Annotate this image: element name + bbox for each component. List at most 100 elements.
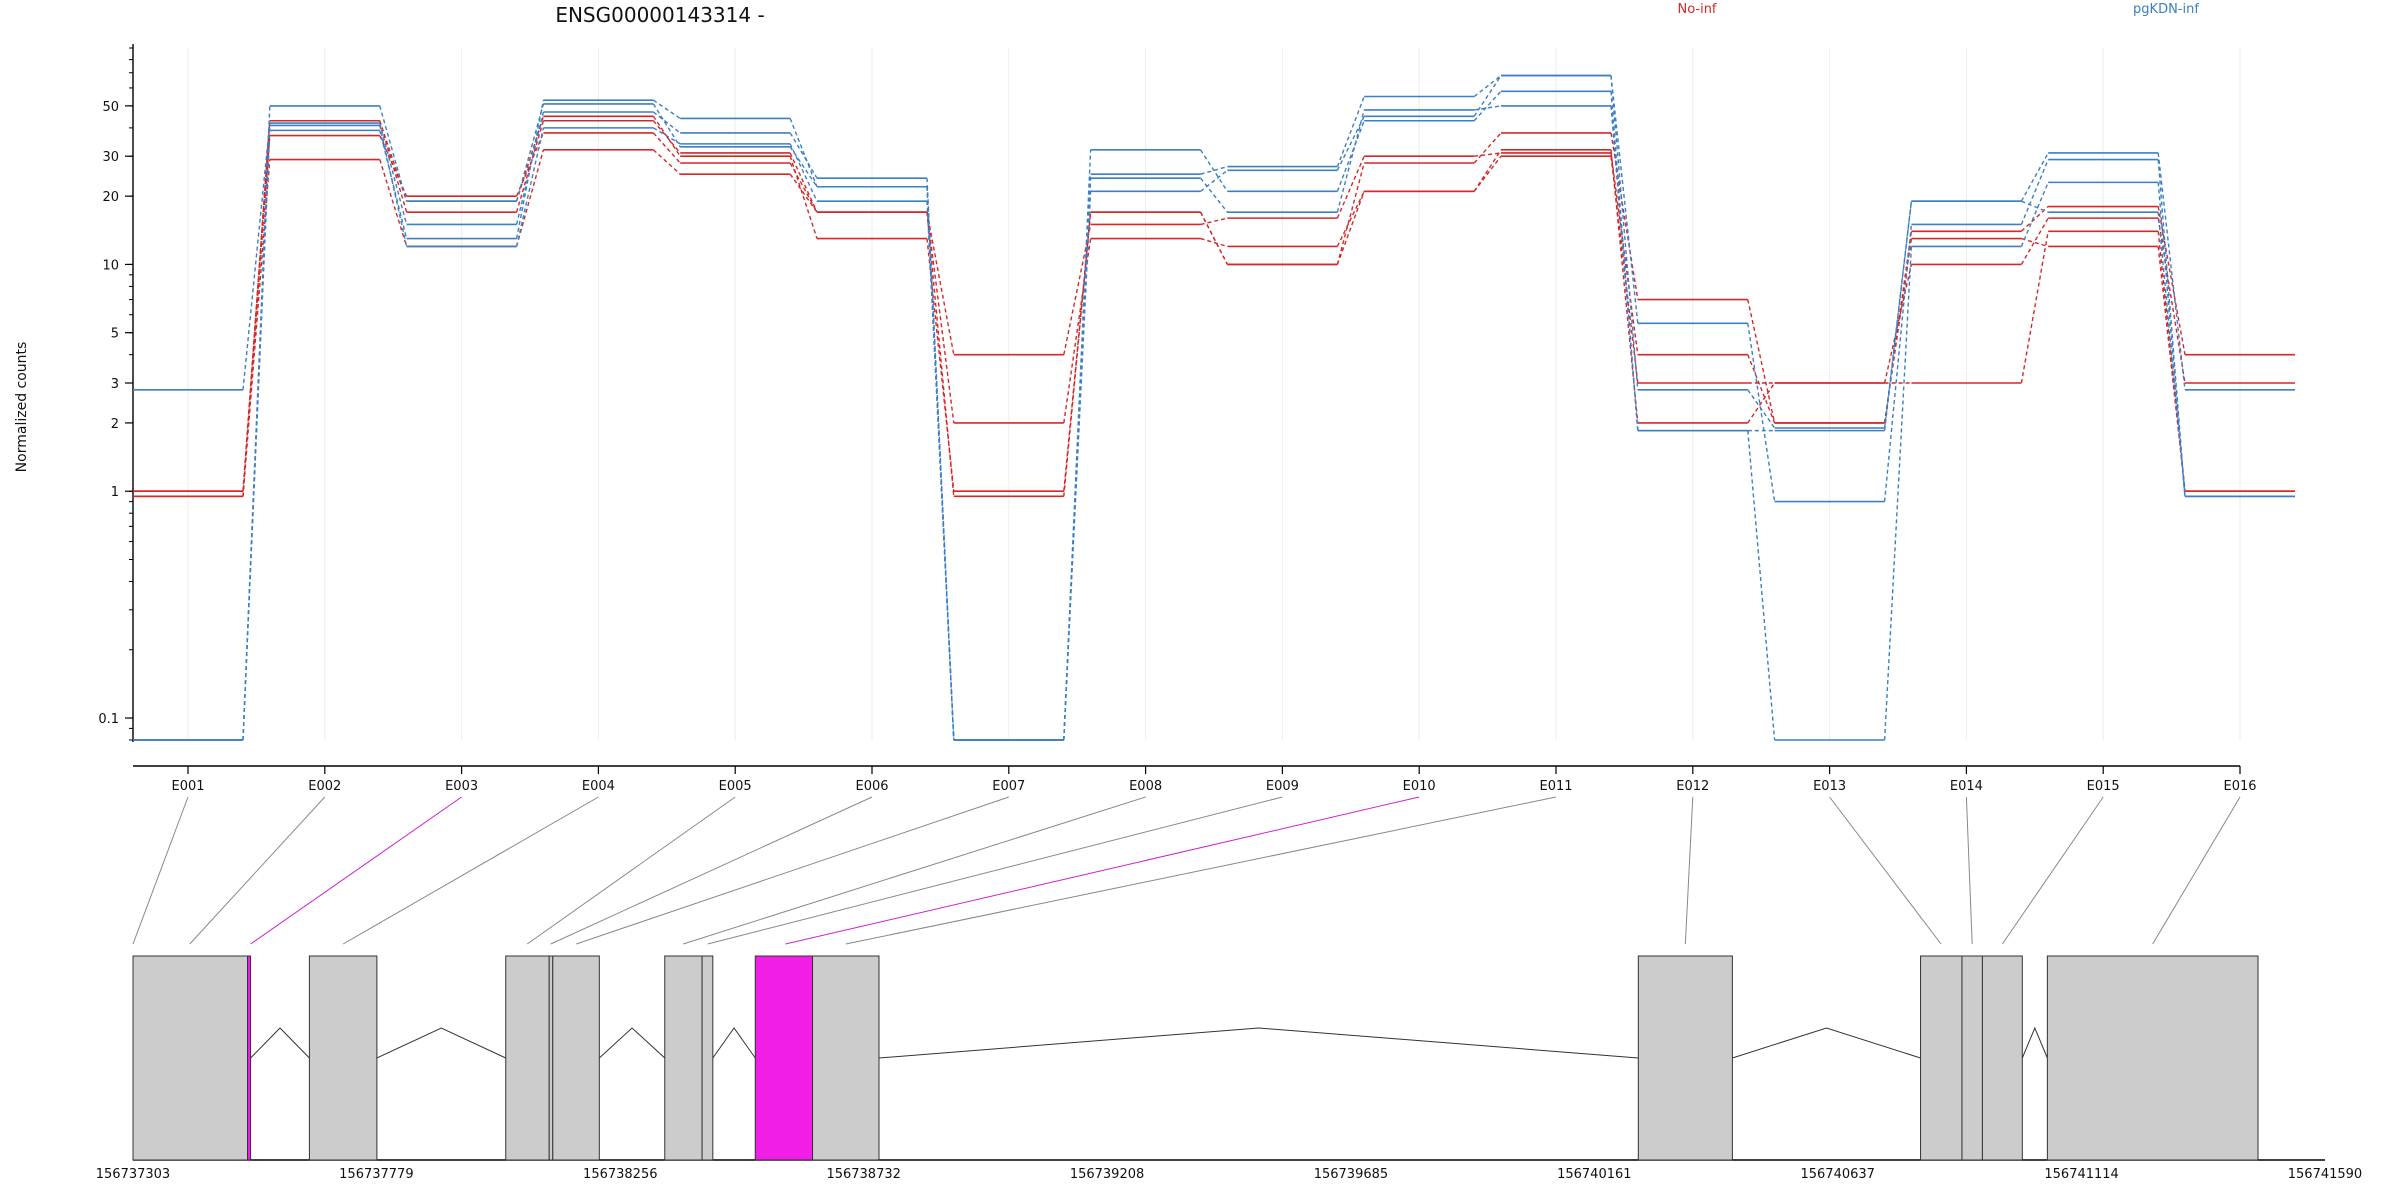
x-tick-label-e004: E004 bbox=[582, 779, 615, 794]
genomic-tick-label: 156740161 bbox=[1557, 1167, 1631, 1182]
data-connector bbox=[926, 201, 955, 741]
data-connector bbox=[1336, 155, 1365, 219]
y-tick-label: 50 bbox=[102, 100, 119, 115]
legend-pgkdn-inf: pgKDN-inf bbox=[2133, 2, 2199, 17]
data-connector bbox=[926, 212, 955, 355]
exon-box-e008 bbox=[664, 955, 703, 1161]
intron-line bbox=[598, 1027, 666, 1059]
series-pgkdn-inf-5 bbox=[133, 74, 2295, 741]
intron-line bbox=[2021, 1026, 2048, 1059]
data-connector bbox=[1336, 191, 1365, 247]
data-connector bbox=[789, 118, 818, 188]
exon-box-e014 bbox=[1961, 955, 1983, 1161]
genomic-tick-label: 156739685 bbox=[1314, 1167, 1388, 1182]
x-tick-label-e011: E011 bbox=[1539, 779, 1572, 794]
data-connector bbox=[1610, 132, 1639, 300]
series-pgkdn-inf-7 bbox=[133, 90, 2295, 741]
data-connector bbox=[2021, 200, 2049, 213]
x-tick-label-e002: E002 bbox=[308, 779, 341, 794]
data-connector bbox=[653, 127, 681, 145]
series-pgkdn-inf-8 bbox=[133, 105, 2295, 741]
data-connector bbox=[926, 178, 955, 741]
data-connector bbox=[1473, 75, 1502, 117]
exon-box-e011 bbox=[812, 955, 880, 1161]
data-connector bbox=[1336, 120, 1365, 192]
series-lines bbox=[133, 74, 2295, 741]
data-connector bbox=[2157, 212, 2186, 497]
gridlines bbox=[187, 48, 2241, 740]
data-connector bbox=[2020, 159, 2049, 225]
x-tick-label-e009: E009 bbox=[1266, 779, 1299, 794]
y-axis-label: Normalized counts bbox=[14, 342, 30, 473]
intron-line bbox=[878, 1027, 1639, 1059]
data-connector bbox=[789, 155, 818, 239]
data-connector bbox=[1610, 75, 1639, 390]
data-connector bbox=[515, 127, 545, 247]
x-tick-label-e007: E007 bbox=[992, 779, 1025, 794]
connector-e003 bbox=[250, 796, 462, 945]
x-tick-label-e006: E006 bbox=[855, 779, 888, 794]
y-tick-label: 1 bbox=[111, 485, 119, 500]
legend-no-inf: No-inf bbox=[1677, 2, 1716, 17]
connector-e010 bbox=[785, 796, 1420, 945]
connector-e004 bbox=[342, 796, 599, 945]
data-connector bbox=[1473, 155, 1502, 192]
exon-box-e006 bbox=[548, 955, 554, 1161]
connector-e012 bbox=[1684, 796, 1694, 945]
data-connector bbox=[652, 111, 681, 134]
connector-e008 bbox=[683, 796, 1146, 945]
data-connector bbox=[2020, 182, 2049, 247]
x-tick-label-e010: E010 bbox=[1403, 779, 1436, 794]
data-connector bbox=[1883, 224, 1913, 502]
connector-e002 bbox=[189, 796, 326, 945]
exon-box-e009 bbox=[701, 955, 714, 1161]
data-connector bbox=[926, 212, 955, 424]
data-connector bbox=[1063, 212, 1092, 497]
data-connector bbox=[242, 125, 271, 741]
x-tick-label-e014: E014 bbox=[1950, 779, 1983, 794]
connector-e015 bbox=[2001, 796, 2104, 945]
data-connector bbox=[1199, 211, 1229, 265]
data-connector bbox=[2157, 152, 2186, 390]
gene-model bbox=[132, 955, 2259, 1161]
data-connector bbox=[789, 173, 818, 213]
y-tick-label: 3 bbox=[111, 377, 119, 392]
series-no-inf-2 bbox=[133, 132, 2295, 493]
genomic-tick-label: 156741114 bbox=[2044, 1167, 2118, 1182]
data-connector bbox=[1336, 162, 1365, 265]
intron-line bbox=[250, 1027, 310, 1059]
data-connector bbox=[1200, 177, 1228, 213]
exon-box-e016 bbox=[2046, 955, 2259, 1161]
genomic-tick-label: 156739208 bbox=[1070, 1167, 1144, 1182]
x-tick-label-e005: E005 bbox=[719, 779, 752, 794]
data-connector bbox=[1747, 299, 1776, 424]
connector-e014 bbox=[1965, 796, 1973, 945]
x-tick-label-e016: E016 bbox=[2223, 779, 2256, 794]
exon-box-e010 bbox=[754, 955, 814, 1161]
exon-box-e004 bbox=[308, 955, 378, 1161]
x-tick-label-e001: E001 bbox=[171, 779, 204, 794]
connector-e001 bbox=[132, 796, 189, 945]
data-connector bbox=[379, 130, 408, 239]
data-connector bbox=[1610, 105, 1639, 431]
y-tick-label: 2 bbox=[111, 417, 119, 432]
data-connector bbox=[515, 111, 545, 225]
data-connector bbox=[789, 143, 818, 202]
data-connector bbox=[653, 99, 681, 120]
genomic-tick-label: 156737303 bbox=[96, 1167, 170, 1182]
data-connector bbox=[379, 159, 408, 247]
y-tick-label: 20 bbox=[102, 190, 119, 205]
series-no-inf-1 bbox=[133, 119, 2295, 493]
data-connector bbox=[1473, 132, 1502, 164]
data-connector bbox=[1474, 105, 1502, 111]
data-connector bbox=[1336, 115, 1365, 171]
data-connector bbox=[379, 105, 408, 202]
genomic-tick-label: 156740637 bbox=[1800, 1167, 1874, 1182]
series-no-inf-3 bbox=[133, 115, 2295, 498]
data-connector bbox=[379, 122, 408, 225]
intron-line bbox=[376, 1027, 506, 1059]
y-tick-label: 10 bbox=[102, 258, 119, 273]
data-connector bbox=[1610, 149, 1639, 424]
series-pgkdn-inf-6 bbox=[133, 74, 2295, 741]
data-connector bbox=[2021, 237, 2049, 248]
